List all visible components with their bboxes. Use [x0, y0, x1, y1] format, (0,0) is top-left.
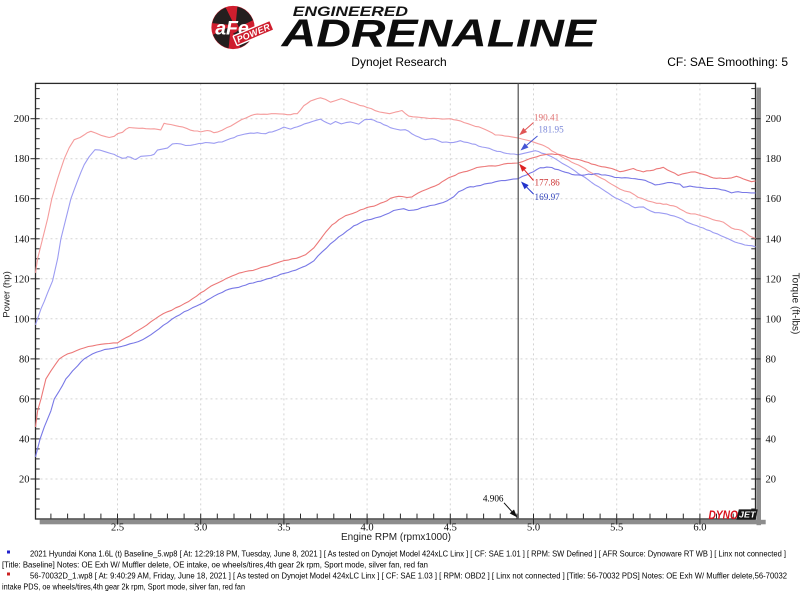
- svg-text:190.41: 190.41: [534, 112, 560, 122]
- svg-text:160: 160: [766, 194, 782, 205]
- svg-text:4.906: 4.906: [483, 493, 504, 503]
- svg-text:120: 120: [766, 274, 782, 285]
- svg-text:Engine RPM (rpmx1000): Engine RPM (rpmx1000): [341, 532, 451, 543]
- svg-text:2021 Hyundai Kona 1.6L (t) Bas: 2021 Hyundai Kona 1.6L (t) Baseline_5.wp…: [30, 549, 786, 559]
- svg-text:177.86: 177.86: [535, 177, 561, 187]
- svg-text:3.0: 3.0: [194, 523, 207, 534]
- svg-text:180: 180: [14, 154, 30, 165]
- svg-text:5.0: 5.0: [527, 523, 540, 534]
- svg-text:140: 140: [14, 234, 30, 245]
- svg-text:169.97: 169.97: [535, 192, 561, 202]
- svg-text:200: 200: [14, 114, 30, 125]
- svg-text:Dynojet Research: Dynojet Research: [351, 55, 446, 69]
- svg-text:Torque (ft-lbs): Torque (ft-lbs): [790, 273, 800, 335]
- svg-text:3.5: 3.5: [277, 523, 290, 534]
- svg-text:intake PDS, oe wheels/tires,4t: intake PDS, oe wheels/tires,4th gear 2k …: [2, 582, 245, 592]
- svg-text:40: 40: [19, 434, 30, 445]
- svg-text:Power (hp): Power (hp): [2, 271, 13, 317]
- svg-text:80: 80: [766, 354, 777, 365]
- svg-text:160: 160: [14, 194, 30, 205]
- svg-text:120: 120: [14, 274, 30, 285]
- svg-text:20: 20: [19, 475, 30, 486]
- svg-text:ADRENALINE: ADRENALINE: [281, 12, 598, 56]
- svg-text:100: 100: [766, 314, 782, 325]
- svg-text:6.0: 6.0: [693, 523, 706, 534]
- svg-text:[Title: Baseline] Notes: OE E: [Title: Baseline] Notes: OE Exh W/ Muffl…: [2, 560, 428, 570]
- svg-text:4.0: 4.0: [361, 523, 374, 534]
- svg-text:40: 40: [766, 434, 777, 445]
- svg-text:®: ®: [251, 8, 256, 15]
- svg-text:4.5: 4.5: [444, 523, 457, 534]
- svg-text:ENGINEERED: ENGINEERED: [293, 4, 408, 19]
- svg-text:181.95: 181.95: [538, 125, 564, 135]
- svg-text:2.5: 2.5: [111, 523, 124, 534]
- svg-text:5.5: 5.5: [610, 523, 623, 534]
- svg-text:JET: JET: [739, 509, 756, 519]
- svg-text:DYNO: DYNO: [709, 508, 739, 522]
- svg-text:20: 20: [766, 475, 777, 486]
- svg-text:CF: SAE Smoothing: 5: CF: SAE Smoothing: 5: [667, 55, 788, 69]
- svg-text:200: 200: [766, 114, 782, 125]
- svg-text:60: 60: [766, 394, 777, 405]
- svg-text:80: 80: [19, 354, 30, 365]
- svg-text:140: 140: [766, 234, 782, 245]
- svg-text:180: 180: [766, 154, 782, 165]
- svg-text:60: 60: [19, 394, 30, 405]
- svg-text:56-70032D_1.wp8 [ At: 9:40:29: 56-70032D_1.wp8 [ At: 9:40:29 AM, Friday…: [30, 571, 787, 581]
- svg-text:100: 100: [14, 314, 30, 325]
